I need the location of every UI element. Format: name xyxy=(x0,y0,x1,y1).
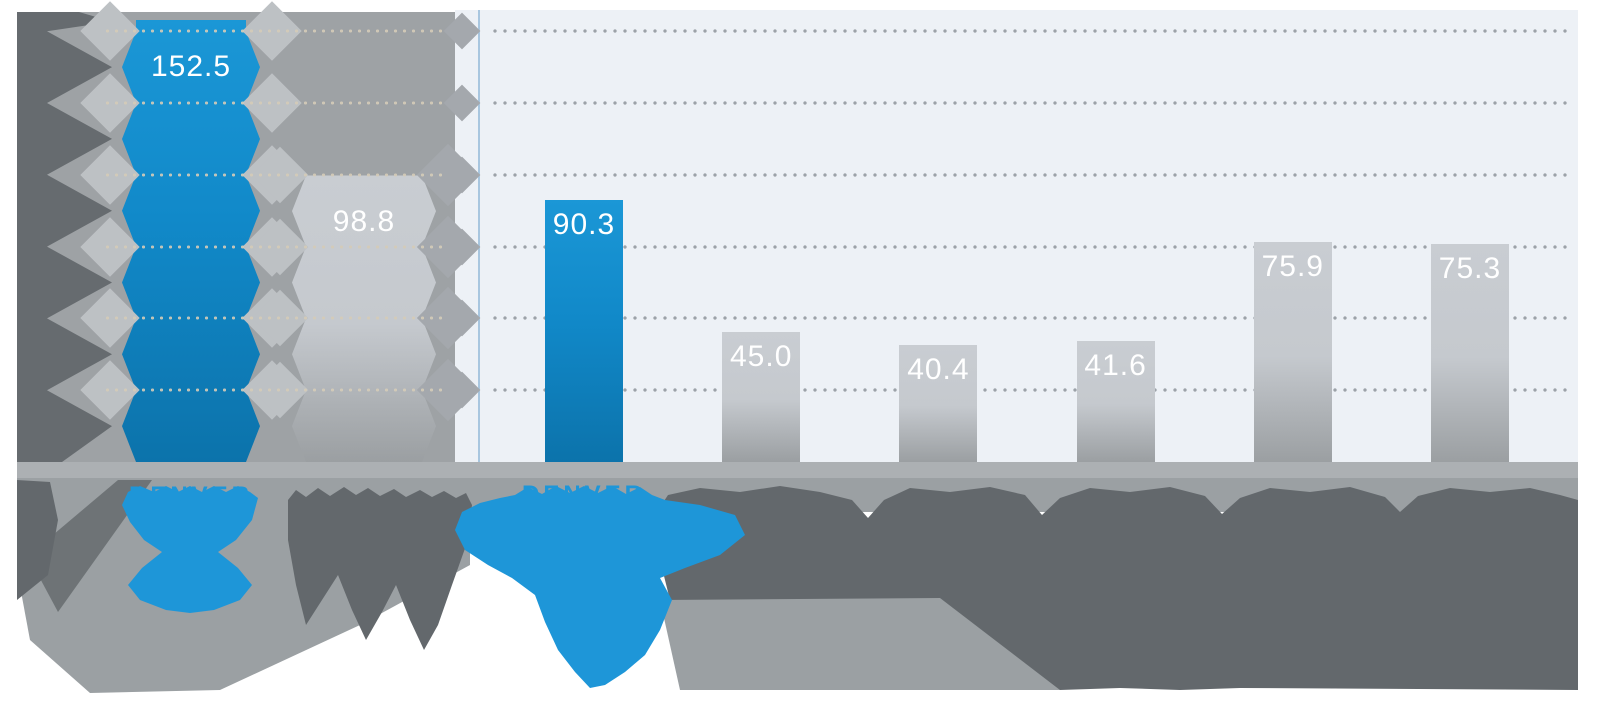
bar-right-1: 45.0 xyxy=(722,331,801,462)
label-band xyxy=(17,478,1578,512)
bar-value-label: 41.6 xyxy=(1084,349,1147,383)
bar-right-5: 75.3 xyxy=(1431,243,1509,462)
label-band-wedge xyxy=(17,510,470,693)
melted-blob-left-edge xyxy=(17,480,58,600)
x-axis-band xyxy=(17,462,1578,478)
bar-value-label: 75.9 xyxy=(1261,249,1324,283)
bar-value-label: 40.4 xyxy=(907,352,970,386)
bar-value-label: 90.3 xyxy=(552,208,616,242)
bar-value-label: 98.8 xyxy=(332,205,396,239)
melted-labels-right-mass xyxy=(655,486,1578,690)
bar-right-3: 41.6 xyxy=(1076,341,1155,462)
denver-label-right: DENVER xyxy=(522,481,646,508)
label-band-notch xyxy=(660,598,1060,690)
bar-value-label: 152.5 xyxy=(150,49,232,83)
melted-slash xyxy=(28,480,152,612)
bar-denver-right: 90.3 xyxy=(545,200,623,462)
melted-denver-blob-right xyxy=(455,486,745,688)
bar-denver-left: 152.5 xyxy=(122,19,260,462)
bar-right-4: 75.9 xyxy=(1253,241,1332,462)
melted-label-bar2 xyxy=(288,487,472,650)
bar-value-label: 75.3 xyxy=(1438,251,1502,285)
melted-denver-blob-left xyxy=(122,486,258,613)
bar-value-label: 45.0 xyxy=(729,339,793,373)
bar-left-1: 98.8 xyxy=(292,175,436,462)
bar-right-2: 40.4 xyxy=(899,344,978,462)
denver-label-left: DENVER xyxy=(129,482,253,509)
right-chart-panel xyxy=(455,10,1578,462)
y-axis-line xyxy=(478,10,480,462)
